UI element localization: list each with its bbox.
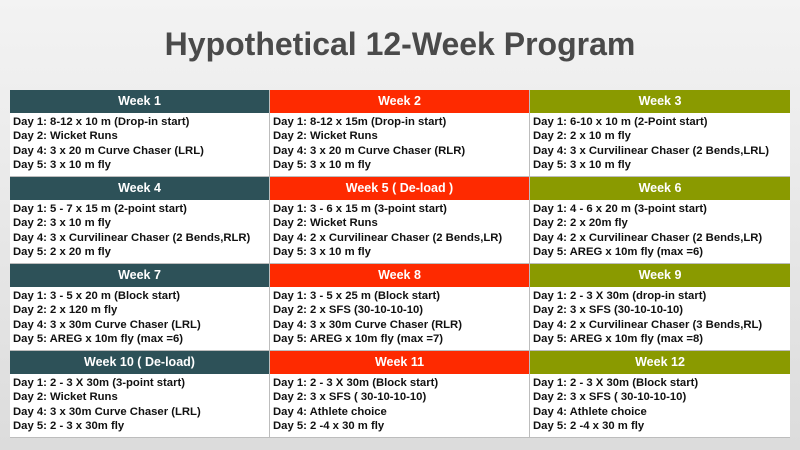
day-line: Day 1: 4 - 6 x 20 m (3-point start)	[533, 203, 707, 215]
day-line: Day 4: 3 x 20 m Curve Chaser (RLR)	[273, 144, 466, 157]
week-header: Week 7	[10, 264, 269, 287]
day-line: Day 1: 3 - 5 x 20 m (Block start)	[13, 290, 181, 302]
day-line: Day 5: 3 x 10 m fly	[13, 159, 111, 172]
day-line: Day 1: 2 - 3 X 30m (drop-in start)	[533, 290, 707, 302]
day-line: Day 2: Wicket Runs	[273, 130, 378, 143]
day-line: Day 5: 2 -4 x 30 m fly	[533, 420, 645, 433]
day-line: Day 4: Athlete choice	[273, 405, 387, 418]
week-header: Week 10 ( De-load)	[10, 351, 269, 374]
day-line: Day 1: 3 - 6 x 15 m (3-point start)	[273, 203, 447, 215]
day-line: Day 5: 2 -4 x 30 m fly	[273, 420, 385, 433]
day-line: Day 4: 3 x Curvilinear Chaser (2 Bends,L…	[533, 144, 770, 157]
day-line: Day 2: Wicket Runs	[13, 391, 118, 404]
day-line: Day 5: AREG x 10m fly (max =6)	[13, 333, 184, 346]
page-title: Hypothetical 12-Week Program	[164, 26, 636, 62]
day-line: Day 2: 3 x 10 m fly	[13, 217, 111, 230]
day-line: Day 2: Wicket Runs	[273, 217, 378, 230]
day-line: Day 4: 3 x 30m Curve Chaser (LRL)	[13, 318, 201, 331]
day-line: Day 4: Athlete choice	[533, 405, 647, 418]
week-header: Week 11	[270, 351, 529, 374]
day-line: Day 5: AREG x 10m fly (max =6)	[533, 246, 704, 259]
day-line: Day 1: 5 - 7 x 15 m (2-point start)	[13, 203, 187, 215]
week-header: Week 8	[270, 264, 529, 287]
week-header: Week 9	[530, 264, 790, 287]
week-cell: Week 10 ( De-load) Day 1: 2 - 3 X 30m (3…	[10, 351, 270, 438]
day-line: Day 5: AREG x 10m fly (max =8)	[533, 333, 704, 346]
week-cell: Week 8 Day 1: 3 - 5 x 25 m (Block start)…	[270, 264, 530, 351]
day-line: Day 2: 2 x 120 m fly	[13, 304, 118, 317]
week-header: Week 6	[530, 177, 790, 200]
week-cell: Week 3 Day 1: 6-10 x 10 m (2-Point start…	[530, 90, 790, 177]
week-header: Week 3	[530, 90, 790, 113]
day-line: Day 2: 3 x SFS ( 30-10-10-10)	[273, 391, 427, 404]
day-line: Day 2: 2 x 10 m fly	[533, 130, 631, 143]
week-cell: Week 2 Day 1: 8-12 x 15m (Drop-in start)…	[270, 90, 530, 177]
day-line: Day 2: 3 x SFS ( 30-10-10-10)	[533, 391, 687, 404]
day-line: Day 1: 2 - 3 X 30m (Block start)	[533, 377, 699, 389]
week-cell: Week 7 Day 1: 3 - 5 x 20 m (Block start)…	[10, 264, 270, 351]
day-line: Day 5: 3 x 10 m fly	[273, 246, 371, 259]
week-header: Week 2	[270, 90, 529, 113]
day-line: Day 2: 2 x 20m fly	[533, 217, 628, 230]
day-line: Day 1: 8-12 x 10 m (Drop-in start)	[13, 116, 190, 128]
day-line: Day 5: 2 x 20 m fly	[13, 246, 111, 259]
week-cell: Week 6 Day 1: 4 - 6 x 20 m (3-point star…	[530, 177, 790, 264]
week-cell: Week 4 Day 1: 5 - 7 x 15 m (2-point star…	[10, 177, 270, 264]
week-cell: Week 11 Day 1: 2 - 3 X 30m (Block start)…	[270, 351, 530, 438]
day-line: Day 1: 2 - 3 X 30m (Block start)	[273, 377, 439, 389]
day-line: Day 5: 3 x 10 m fly	[273, 159, 371, 172]
week-cell: Week 5 ( De-load ) Day 1: 3 - 6 x 15 m (…	[270, 177, 530, 264]
week-cell: Week 12 Day 1: 2 - 3 X 30m (Block start)…	[530, 351, 790, 438]
program-table: Week 1 Day 1: 8-12 x 10 m (Drop-in start…	[10, 90, 790, 438]
day-line: Day 1: 3 - 5 x 25 m (Block start)	[273, 290, 441, 302]
day-line: Day 4: 2 x Curvilinear Chaser (2 Bends,L…	[533, 231, 763, 244]
day-line: Day 1: 2 - 3 X 30m (3-point start)	[13, 377, 186, 389]
day-line: Day 4: 2 x Curvilinear Chaser (2 Bends,L…	[273, 231, 503, 244]
day-line: Day 5: 2 - 3 x 30m fly	[13, 420, 125, 433]
day-line: Day 1: 8-12 x 15m (Drop-in start)	[273, 116, 447, 128]
week-header: Week 12	[530, 351, 790, 374]
week-header: Week 4	[10, 177, 269, 200]
day-line: Day 4: 2 x Curvilinear Chaser (3 Bends,R…	[533, 318, 763, 331]
day-line: Day 4: 3 x 30m Curve Chaser (RLR)	[273, 318, 462, 331]
week-cell: Week 9 Day 1: 2 - 3 X 30m (drop-in start…	[530, 264, 790, 351]
week-cell: Week 1 Day 1: 8-12 x 10 m (Drop-in start…	[10, 90, 270, 177]
day-line: Day 4: 3 x Curvilinear Chaser (2 Bends,R…	[13, 231, 251, 244]
day-line: Day 2: 3 x SFS (30-10-10-10)	[533, 304, 684, 317]
week-header: Week 5 ( De-load )	[270, 177, 529, 200]
day-line: Day 2: Wicket Runs	[13, 130, 118, 143]
day-line: Day 5: 3 x 10 m fly	[533, 159, 631, 172]
day-line: Day 1: 6-10 x 10 m (2-Point start)	[533, 116, 708, 128]
day-line: Day 4: 3 x 20 m Curve Chaser (LRL)	[13, 144, 204, 157]
day-line: Day 4: 3 x 30m Curve Chaser (LRL)	[13, 405, 201, 418]
day-line: Day 2: 2 x SFS (30-10-10-10)	[273, 304, 424, 317]
week-header: Week 1	[10, 90, 269, 113]
day-line: Day 5: AREG x 10m fly (max =7)	[273, 333, 444, 346]
